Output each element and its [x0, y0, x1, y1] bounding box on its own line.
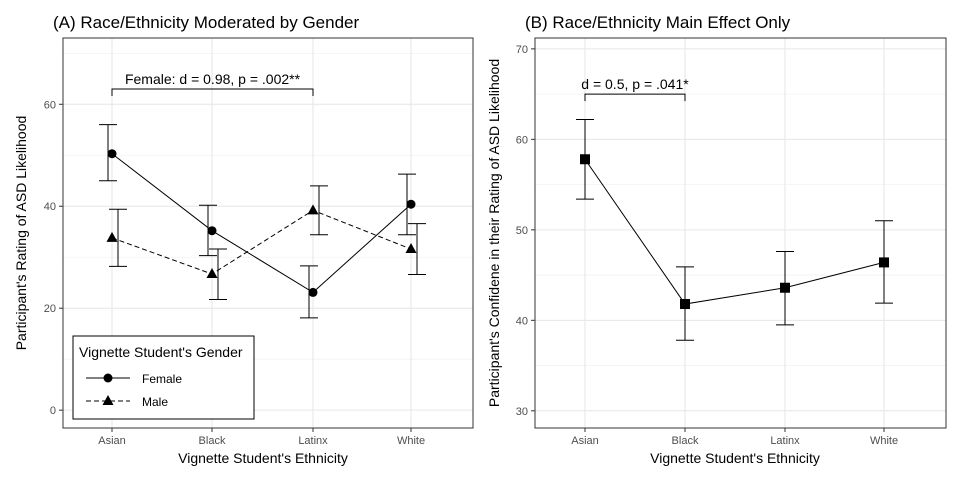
legend-entry-female: Female: [86, 372, 182, 386]
x-tick-label: Asian: [571, 435, 599, 447]
series-male: [106, 185, 426, 301]
panel-a-annotation-text: Female: d = 0.98, p = .002**: [125, 71, 301, 87]
y-tick-label: 40: [516, 315, 528, 327]
y-tick-label: 30: [516, 406, 528, 418]
data-point: [107, 149, 117, 159]
panel-a-x-axis-label: Vignette Student's Ethnicity: [178, 450, 348, 466]
panel-b-y-axis-label: Participant's Confidene in their Rating …: [486, 59, 502, 407]
legend-title: Vignette Student's Gender: [79, 344, 243, 360]
series-series: [576, 118, 893, 341]
data-point: [106, 231, 118, 242]
x-tick-label: Latinx: [298, 435, 328, 447]
data-point: [405, 243, 417, 254]
panel-b: (B) Race/Ethnicity Main Effect Only 30 40…: [486, 13, 947, 466]
y-tick-label: 20: [44, 303, 56, 315]
panel-b-plot-border: [534, 37, 947, 429]
data-point: [879, 257, 889, 268]
y-tick-label: 60: [516, 134, 528, 146]
panel-b-annotation: d = 0.5, p = .041*: [581, 76, 689, 102]
legend-label-female: Female: [142, 372, 182, 386]
data-point: [680, 299, 690, 310]
panel-a-series: [99, 124, 426, 319]
panel-b-annotation-bracket: [584, 93, 686, 102]
data-point: [207, 226, 217, 236]
series-female: [99, 124, 416, 319]
series-line-male: [111, 209, 412, 275]
legend-label-male: Male: [142, 395, 168, 409]
data-point: [308, 287, 318, 297]
panel-a-ticks: 0 20 40 60 Asian Black Latinx White: [44, 99, 425, 447]
x-tick-label: Latinx: [770, 435, 800, 447]
x-tick-label: White: [870, 435, 898, 447]
legend-marker-male: [102, 395, 114, 405]
panel-b-series: [576, 118, 893, 341]
legend-marker-female: [103, 373, 113, 383]
legend-entry-male: Male: [86, 395, 168, 409]
series-line-series: [584, 158, 885, 305]
x-tick-label: Black: [672, 435, 699, 447]
data-point: [580, 154, 590, 165]
panel-b-x-axis-label: Vignette Student's Ethnicity: [650, 450, 820, 466]
y-tick-label: 50: [516, 225, 528, 237]
panel-a-annotation-bracket: [111, 88, 314, 96]
panel-a-annotation: Female: d = 0.98, p = .002**: [111, 71, 314, 96]
data-point: [206, 268, 218, 279]
data-point: [307, 204, 319, 215]
y-tick-label: 60: [44, 99, 56, 111]
x-tick-label: Asian: [98, 435, 126, 447]
panel-a-title: (A) Race/Ethnicity Moderated by Gender: [53, 13, 359, 32]
y-tick-label: 0: [50, 405, 56, 417]
data-point: [406, 199, 416, 209]
panel-b-ticks: 30 40 50 60 70 Asian Black Latinx White: [516, 44, 898, 447]
legend: Vignette Student's Gender Female Male: [72, 335, 255, 420]
panel-b-grid: [535, 38, 946, 428]
panel-b-annotation-text: d = 0.5, p = .041*: [581, 76, 689, 92]
x-tick-label: Black: [199, 435, 226, 447]
series-line-female: [111, 153, 412, 294]
panel-a-y-axis-label: Participant's Rating of ASD Likelihood: [13, 116, 29, 351]
panel-a-plot-border: [62, 37, 474, 429]
y-tick-label: 70: [516, 44, 528, 56]
y-tick-label: 40: [44, 201, 56, 213]
x-tick-label: White: [397, 435, 425, 447]
data-point: [780, 282, 790, 293]
panel-a: (A) Race/Ethnicity Moderated by Gender 0…: [13, 13, 474, 466]
panel-b-title: (B) Race/Ethnicity Main Effect Only: [525, 13, 791, 32]
